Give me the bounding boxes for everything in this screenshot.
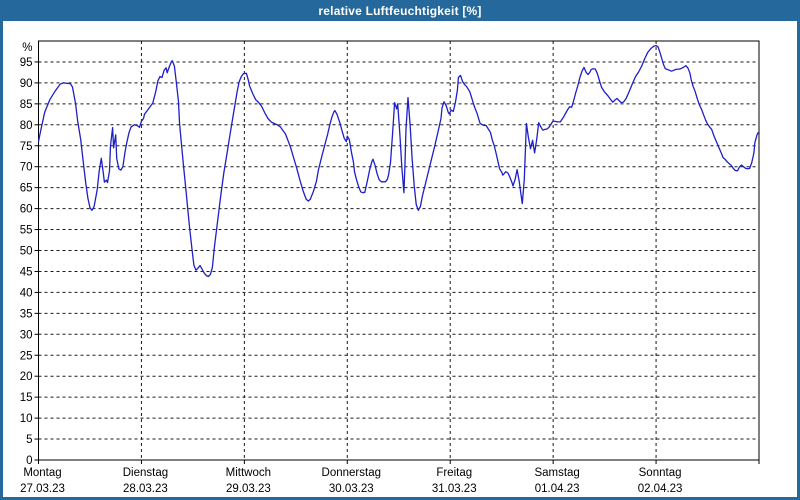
plot-border <box>38 40 760 461</box>
y-tick-label: 20 <box>20 371 33 383</box>
y-tick-label: 95 <box>20 57 33 69</box>
title-bar: relative Luftfeuchtigkeit [%] <box>0 0 800 21</box>
y-tick-label: 5 <box>26 434 32 446</box>
y-tick-label: 45 <box>20 266 33 278</box>
x-date-label: 28.03.23 <box>123 483 168 495</box>
y-tick-label: 90 <box>20 78 33 90</box>
x-day-label: Dienstag <box>123 467 168 479</box>
y-axis-unit-label: % <box>22 42 32 54</box>
y-tick-label: 25 <box>20 350 33 362</box>
y-tick-label: 55 <box>20 225 33 237</box>
x-day-label: Montag <box>23 467 61 479</box>
y-tick-label: 40 <box>20 287 33 299</box>
y-tick-label: 70 <box>20 162 33 174</box>
y-tick-label: 75 <box>20 141 33 153</box>
y-tick-label: 0 <box>26 455 32 467</box>
x-day-label: Donnerstag <box>322 467 381 479</box>
x-day-label: Mittwoch <box>226 467 271 479</box>
x-date-label: 31.03.23 <box>432 483 477 495</box>
x-date-label: 01.04.23 <box>535 483 580 495</box>
x-date-label: 27.03.23 <box>20 483 65 495</box>
chart-title: relative Luftfeuchtigkeit [%] <box>318 3 482 18</box>
x-date-label: 29.03.23 <box>226 483 271 495</box>
y-tick-label: 85 <box>20 99 33 111</box>
humidity-series-line <box>37 44 759 278</box>
y-tick-label: 35 <box>20 308 33 320</box>
y-tick-label: 15 <box>20 392 33 404</box>
y-tick-label: 60 <box>20 204 33 216</box>
x-day-label: Sonntag <box>639 467 682 479</box>
y-tick-label: 80 <box>20 120 33 132</box>
y-tick-label: 50 <box>20 246 33 258</box>
x-day-label: Freitag <box>436 467 472 479</box>
x-day-label: Samstag <box>534 467 579 479</box>
y-tick-label: 10 <box>20 413 33 425</box>
chart-area: 0 5 10 15 20 25 30 35 40 45 50 55 60 65 70 75 80 85 90 95% M… <box>3 21 797 497</box>
y-tick-label: 30 <box>20 329 33 341</box>
x-date-label: 02.04.23 <box>638 483 683 495</box>
y-tick-label: 65 <box>20 183 33 195</box>
x-date-label: 30.03.23 <box>329 483 374 495</box>
